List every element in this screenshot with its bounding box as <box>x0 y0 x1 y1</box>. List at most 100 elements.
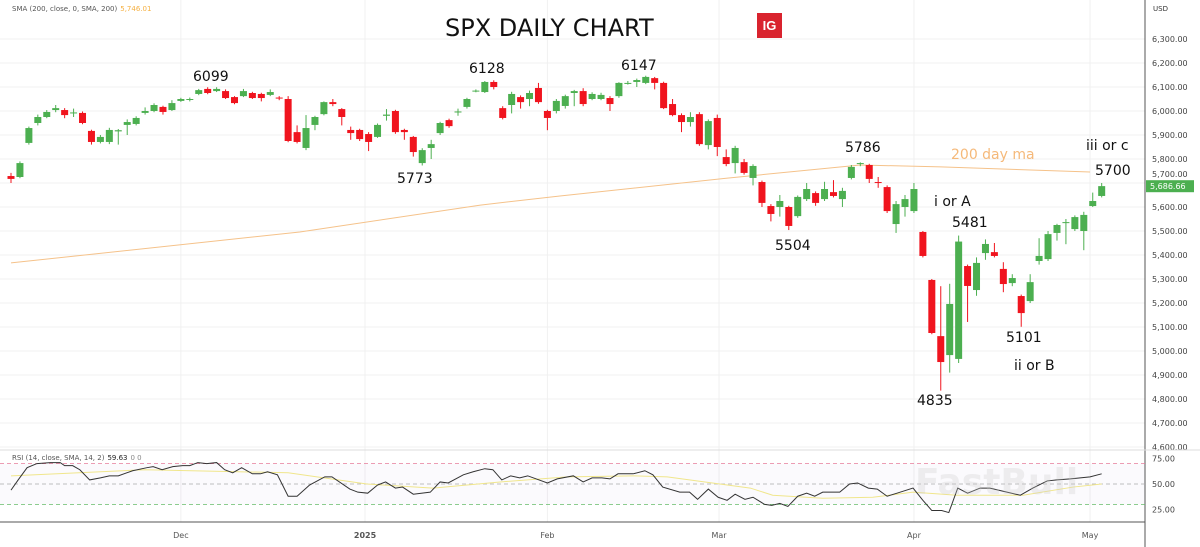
sma-legend-value: 5,746.01 <box>120 5 152 13</box>
candle-body <box>1098 186 1106 196</box>
candle-body <box>266 92 274 95</box>
candle <box>579 88 587 107</box>
candle <box>320 101 328 116</box>
candle <box>472 89 480 93</box>
candle <box>96 135 104 144</box>
price-tick-label: 6,000.00 <box>1152 107 1188 116</box>
sma200-line <box>10 164 1091 264</box>
candle <box>901 195 909 217</box>
candle-body <box>838 190 846 200</box>
candle <box>722 149 730 167</box>
candle <box>543 109 551 131</box>
candle-body <box>785 207 793 226</box>
candle-body <box>356 129 364 140</box>
candle <box>990 243 998 258</box>
candle-body <box>597 94 605 99</box>
candle-body <box>713 117 721 147</box>
candle-body <box>213 88 221 92</box>
price-tick-label: 5,900.00 <box>1152 131 1188 140</box>
price-tick-label: 5,400.00 <box>1152 251 1188 260</box>
candle <box>302 115 310 151</box>
candle <box>910 183 918 213</box>
candle-body <box>159 106 167 112</box>
candle-body <box>329 102 337 105</box>
annotation-5481: 5481 <box>952 215 988 231</box>
candle <box>678 113 685 133</box>
candle-body <box>61 110 69 116</box>
candle <box>749 164 757 186</box>
candle <box>829 180 837 198</box>
candle-body <box>615 82 623 97</box>
annotation-5773: 5773 <box>397 171 433 187</box>
candle-body <box>7 176 15 179</box>
rsi-legend-value: 59.63 <box>107 454 128 462</box>
candle <box>1071 215 1079 231</box>
candle-body <box>204 88 212 93</box>
candle-body <box>239 91 247 97</box>
candle-body <box>901 199 909 207</box>
candle <box>508 91 516 114</box>
candle-body <box>132 117 140 124</box>
candle-body <box>96 136 104 142</box>
candle-body <box>168 103 176 111</box>
candle-body <box>856 163 864 165</box>
candle <box>1053 223 1061 241</box>
candle <box>204 87 212 95</box>
candle-body <box>195 90 203 94</box>
candle-body <box>16 163 24 177</box>
candle-body <box>1044 234 1052 260</box>
candle-body <box>749 165 757 178</box>
sma-legend: SMA (200, close, 0, SMA, 200) 5,746.01 <box>12 5 151 13</box>
candle <box>695 112 703 146</box>
price-tick-label: 4,800.00 <box>1152 395 1188 404</box>
candle-body <box>427 144 435 148</box>
candle <box>767 204 775 222</box>
candle-body <box>508 93 516 105</box>
candle <box>61 108 69 119</box>
candle-body <box>874 182 882 184</box>
price-tick-label: 6,300.00 <box>1152 35 1188 44</box>
candle <box>382 109 390 121</box>
candle-body <box>284 99 292 141</box>
candle <box>803 183 811 201</box>
candle-body <box>499 108 507 118</box>
candle <box>1098 183 1106 198</box>
candle-body <box>177 99 185 101</box>
candle <box>1017 294 1025 327</box>
candle <box>114 129 122 145</box>
candle-body <box>695 114 703 145</box>
candle-body <box>946 303 954 356</box>
candle-body <box>624 82 632 84</box>
candle <box>713 114 721 157</box>
last-price-badge <box>1146 180 1194 193</box>
price-tick-label: 5,800.00 <box>1152 155 1188 164</box>
candle-body <box>1053 225 1061 233</box>
candle-body <box>418 150 426 164</box>
candle-body <box>1071 217 1079 230</box>
candle-body <box>1080 214 1088 231</box>
candle <box>132 116 140 126</box>
candle <box>1044 231 1052 261</box>
price-tick-label: 5,200.00 <box>1152 299 1188 308</box>
candle <box>391 109 399 134</box>
chart-title: SPX DAILY CHART <box>445 14 654 42</box>
candle <box>570 89 578 107</box>
candle-body <box>490 81 498 87</box>
candle <box>660 81 668 110</box>
candle <box>186 97 194 102</box>
candle <box>70 108 78 117</box>
candle-body <box>579 91 587 105</box>
candle-body <box>105 129 113 142</box>
candle <box>1062 219 1070 245</box>
candle <box>847 165 855 180</box>
price-tick-label: 5,000.00 <box>1152 347 1188 356</box>
fastbull-watermark: FastBull <box>915 462 1079 503</box>
candle <box>87 129 95 145</box>
candle-body <box>534 87 542 103</box>
candle <box>347 126 355 140</box>
candle-body <box>293 132 301 142</box>
candle-body <box>731 147 739 164</box>
candle <box>981 239 989 260</box>
candle-body <box>829 192 837 196</box>
rsi-tick-label: 50.00 <box>1152 480 1175 489</box>
